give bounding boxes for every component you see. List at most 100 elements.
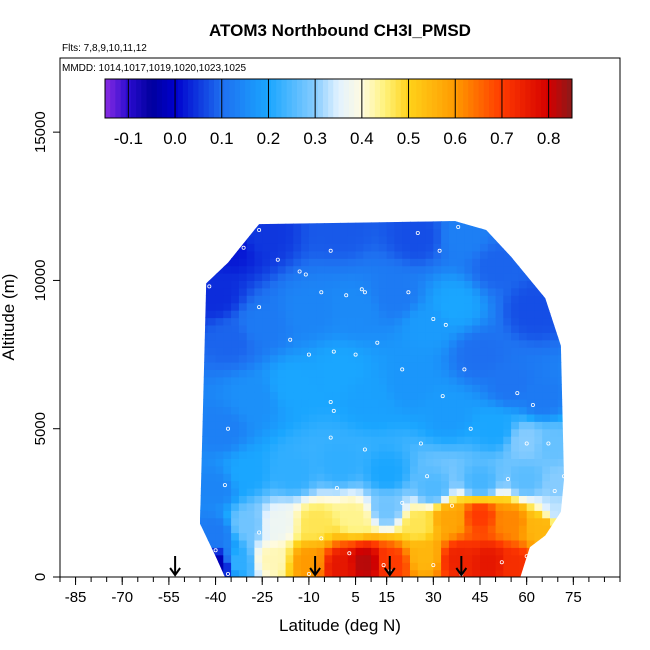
sample-point	[400, 367, 405, 372]
heatmap-cell	[448, 495, 458, 504]
heatmap-cell	[511, 465, 520, 474]
heatmap-cell	[347, 339, 357, 348]
heatmap-cell	[557, 235, 564, 244]
heatmap-cell	[254, 554, 263, 563]
heatmap-cell	[550, 228, 559, 237]
heatmap-cell	[394, 539, 403, 548]
heatmap-cell	[285, 517, 294, 526]
heatmap-cell	[238, 221, 248, 222]
colorbar: -0.1 0.0 0.1 0.2 0.3 0.4 0.5 0.6 0.7 0.8	[104, 78, 573, 148]
heatmap-cell	[238, 547, 248, 556]
heatmap-cell	[550, 562, 559, 571]
heatmap-cell	[293, 399, 302, 408]
heatmap-cell	[495, 235, 504, 244]
heatmap-cell	[308, 406, 318, 415]
heatmap-cell	[215, 399, 224, 408]
heatmap-cell	[301, 228, 310, 237]
heatmap-cell	[301, 480, 310, 489]
heatmap-cell	[332, 406, 341, 415]
heatmap-cell	[448, 280, 458, 289]
heatmap-cell	[464, 399, 473, 408]
heatmap-cell	[503, 399, 512, 408]
sample-point	[225, 572, 230, 577]
heatmap-cell	[215, 502, 224, 511]
heatmap-cell	[246, 458, 256, 467]
heatmap-cell	[542, 502, 551, 511]
heatmap-cell	[378, 510, 388, 519]
heatmap-cell	[410, 243, 419, 252]
heatmap-cell	[246, 436, 256, 445]
heatmap-cell	[480, 517, 489, 526]
heatmap-cell	[464, 206, 472, 214]
heatmap-cell	[386, 221, 396, 230]
heatmap-cell	[464, 443, 473, 452]
colorbar-swatch	[535, 79, 542, 118]
heatmap-cell	[378, 235, 388, 244]
heatmap-cell	[557, 554, 564, 563]
heatmap-cell	[324, 451, 333, 459]
heatmap-cell	[308, 258, 318, 267]
sample-point	[201, 278, 206, 283]
heatmap-cell	[518, 495, 528, 504]
heatmap-cell	[464, 517, 473, 526]
heatmap-cell	[417, 480, 427, 489]
heatmap-cell	[254, 465, 263, 474]
heatmap-cell	[238, 502, 248, 511]
heatmap-cell	[425, 399, 434, 408]
heatmap-cell	[487, 517, 497, 526]
heatmap-cell	[207, 235, 217, 244]
heatmap-cell	[277, 235, 287, 244]
heatmap-cell	[347, 502, 357, 511]
heatmap-cell	[441, 502, 450, 511]
colorbar-swatch	[146, 79, 153, 118]
heatmap-cell	[308, 339, 318, 348]
heatmap-cell	[511, 458, 520, 467]
heatmap-cell	[378, 384, 388, 393]
heatmap-cell	[355, 488, 364, 496]
heatmap-cell	[215, 317, 224, 326]
heatmap-cell	[480, 265, 489, 274]
heatmap-cell	[472, 458, 481, 467]
heatmap-cell	[386, 495, 396, 504]
heatmap-cell	[534, 569, 543, 577]
heatmap-cell	[355, 221, 364, 222]
heatmap-cell	[456, 517, 466, 526]
heatmap-cell	[448, 221, 458, 222]
heatmap-cell	[347, 488, 357, 496]
heatmap-cell	[340, 324, 349, 333]
heatmap-cell	[425, 376, 434, 385]
heatmap-cell	[550, 243, 559, 252]
heatmap-cell	[316, 235, 326, 244]
x-tick-label: 60	[518, 589, 535, 606]
heatmap-cell	[200, 347, 201, 356]
heatmap-cell	[247, 206, 255, 214]
heatmap-cell	[363, 473, 372, 482]
heatmap-cell	[355, 465, 364, 474]
heatmap-cell	[433, 332, 442, 341]
sample-point	[362, 290, 367, 295]
heatmap-cell	[340, 488, 349, 496]
heatmap-cell	[324, 510, 333, 519]
heatmap-cell	[270, 539, 279, 548]
heatmap-cell	[246, 547, 256, 556]
heatmap-cell	[550, 517, 559, 526]
heatmap-cell	[200, 406, 201, 415]
heatmap-cell	[464, 265, 473, 274]
heatmap-cell	[207, 347, 217, 356]
heatmap-cell	[480, 258, 489, 267]
heatmap-cell	[308, 391, 318, 400]
heatmap-cell	[487, 502, 497, 511]
heatmap-cell	[340, 443, 349, 452]
heatmap-cell	[526, 525, 536, 534]
heatmap-cell	[472, 510, 481, 519]
heatmap-cell	[448, 243, 458, 252]
heatmap-cell	[511, 369, 520, 378]
heatmap-cell	[402, 295, 411, 304]
heatmap-cell	[355, 539, 364, 548]
heatmap-cell	[285, 406, 294, 415]
colorbar-swatch	[105, 79, 111, 118]
heatmap-cell	[464, 488, 473, 496]
heatmap-cell	[215, 517, 224, 526]
heatmap-cell	[332, 502, 341, 511]
heatmap-cell	[324, 302, 333, 311]
